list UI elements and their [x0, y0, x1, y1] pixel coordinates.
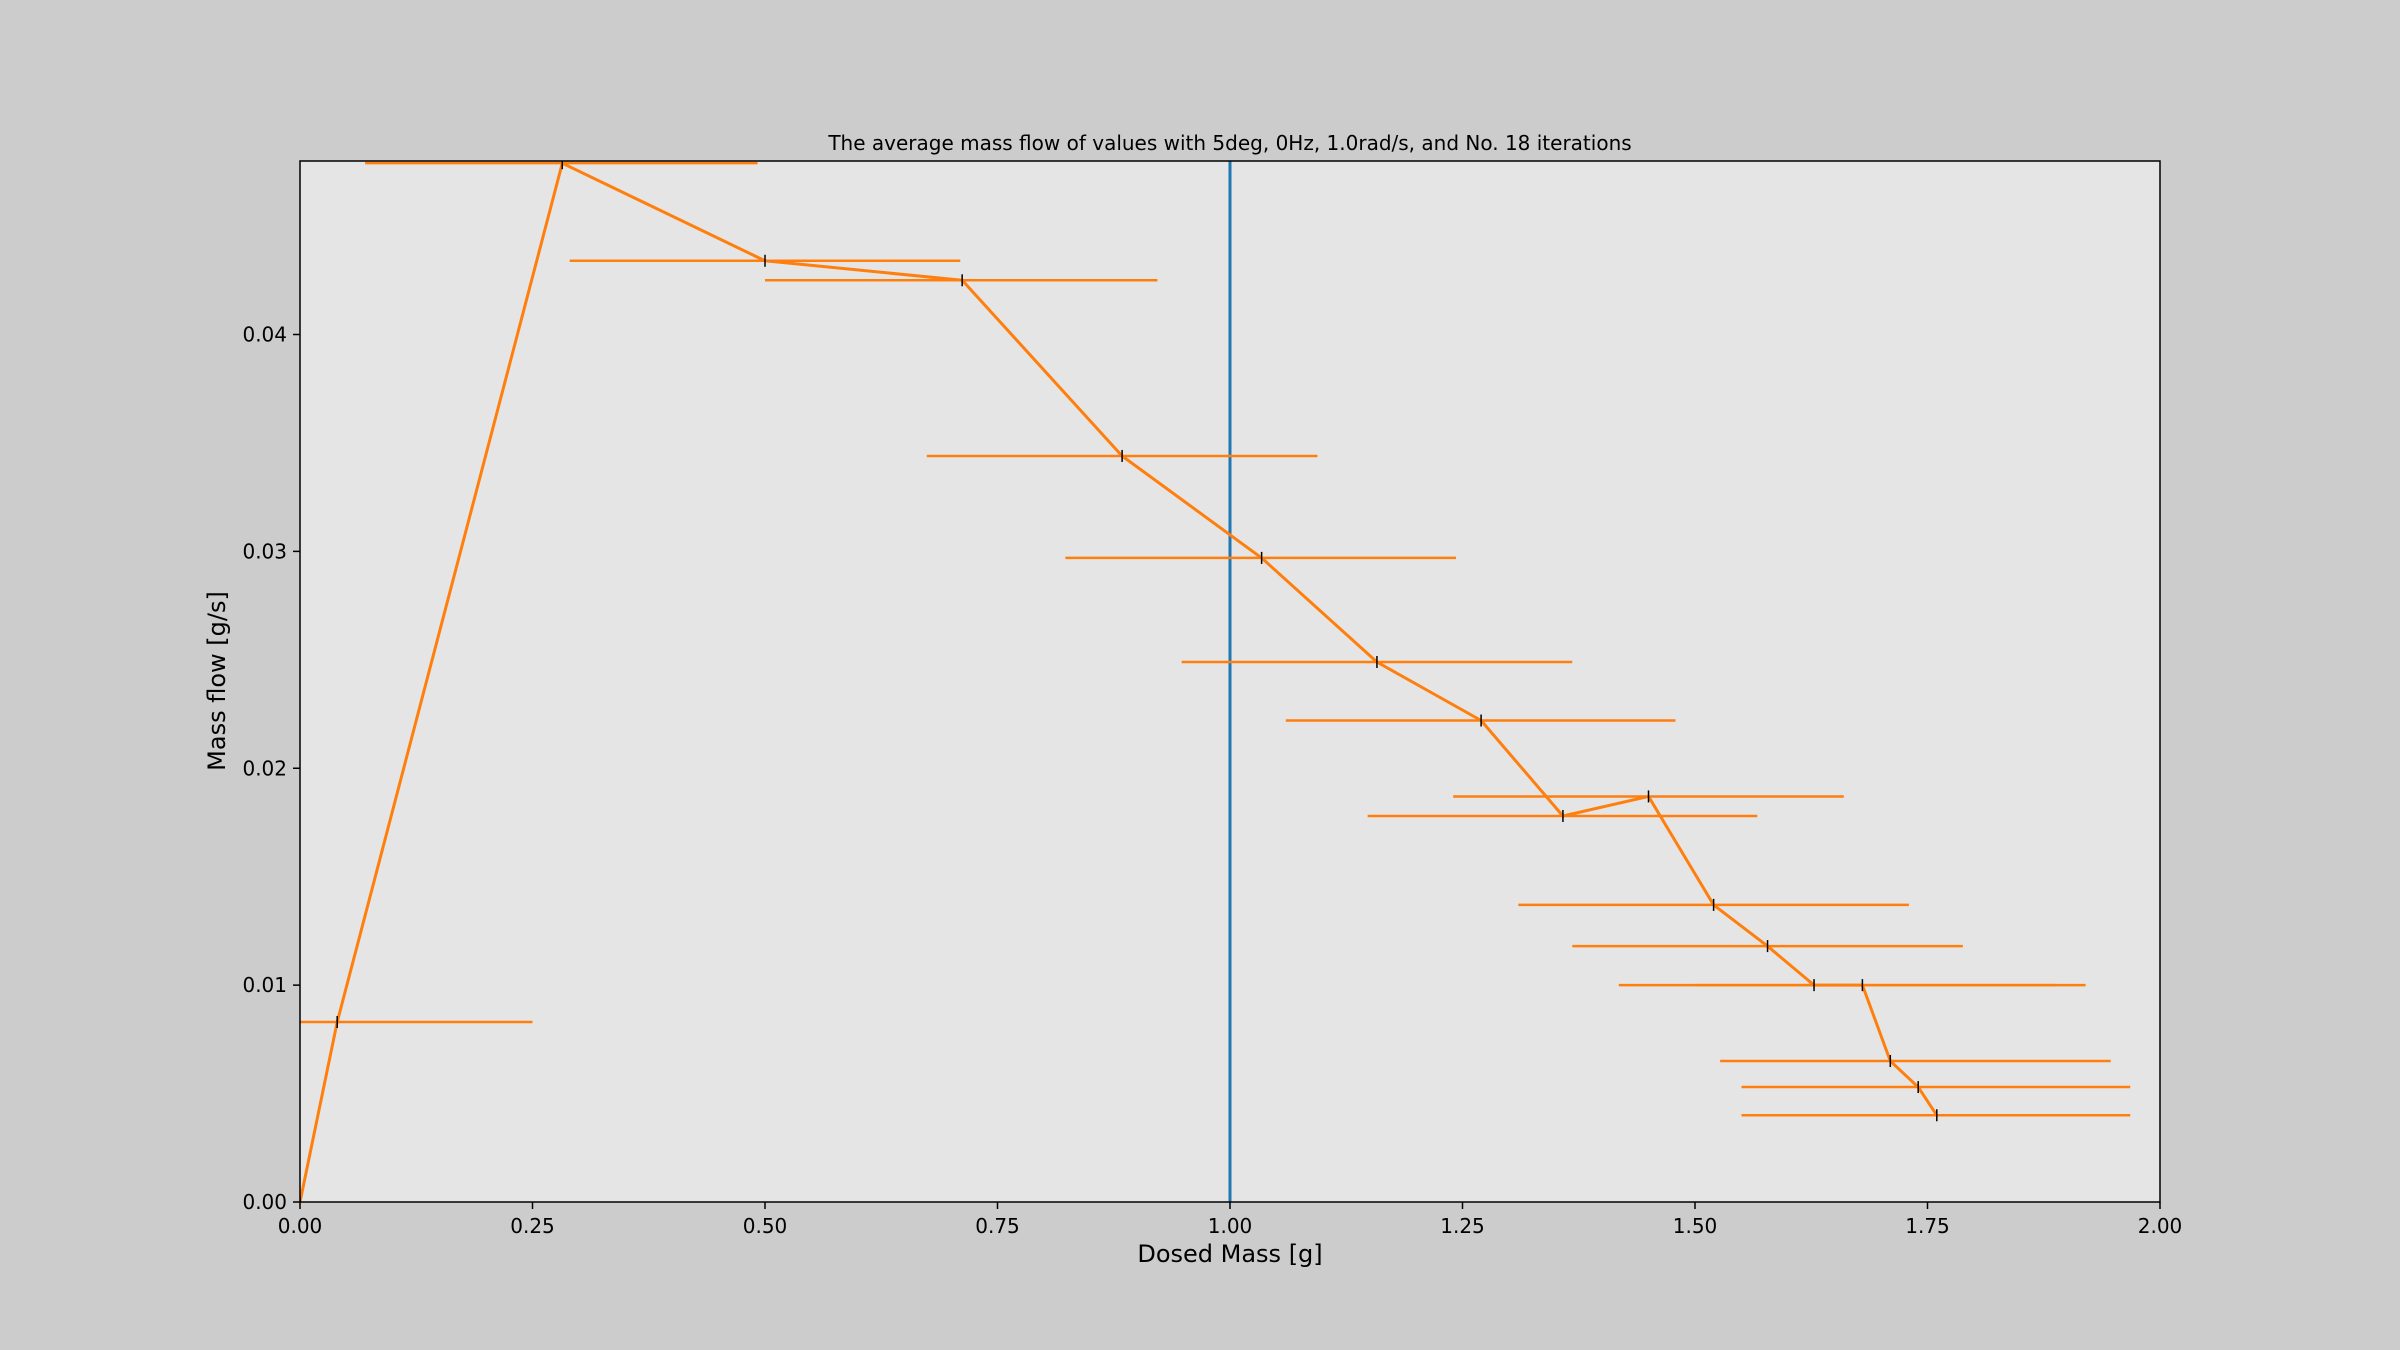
y-tick-label: 0.02 — [242, 756, 287, 780]
x-tick-label: 0.25 — [510, 1214, 555, 1238]
x-tick-label: 0.75 — [975, 1214, 1020, 1238]
y-tick-label: 0.01 — [242, 973, 287, 997]
x-axis-label: Dosed Mass [g] — [1137, 1240, 1322, 1268]
x-tick-label: 1.50 — [1673, 1214, 1718, 1238]
y-axis: 0.00 0.01 0.02 0.03 0.04 — [242, 323, 300, 1214]
y-axis-label: Mass flow [g/s] — [203, 591, 231, 771]
x-tick-label: 1.00 — [1208, 1214, 1253, 1238]
x-tick-label: 0.00 — [278, 1214, 323, 1238]
x-tick-label: 0.50 — [743, 1214, 788, 1238]
x-tick-label: 2.00 — [2138, 1214, 2183, 1238]
x-tick-label: 1.25 — [1440, 1214, 1485, 1238]
y-tick-label: 0.03 — [242, 539, 287, 563]
y-tick-label: 0.04 — [242, 323, 287, 347]
chart-title: The average mass flow of values with 5de… — [827, 131, 1631, 155]
y-tick-label: 0.00 — [242, 1190, 287, 1214]
x-tick-label: 1.75 — [1905, 1214, 1950, 1238]
series-line — [300, 161, 1939, 1202]
series-layer — [300, 161, 2131, 1202]
x-axis: 0.00 0.25 0.50 0.75 1.00 1.25 1.50 1.75 2.00 — [278, 1202, 2183, 1238]
